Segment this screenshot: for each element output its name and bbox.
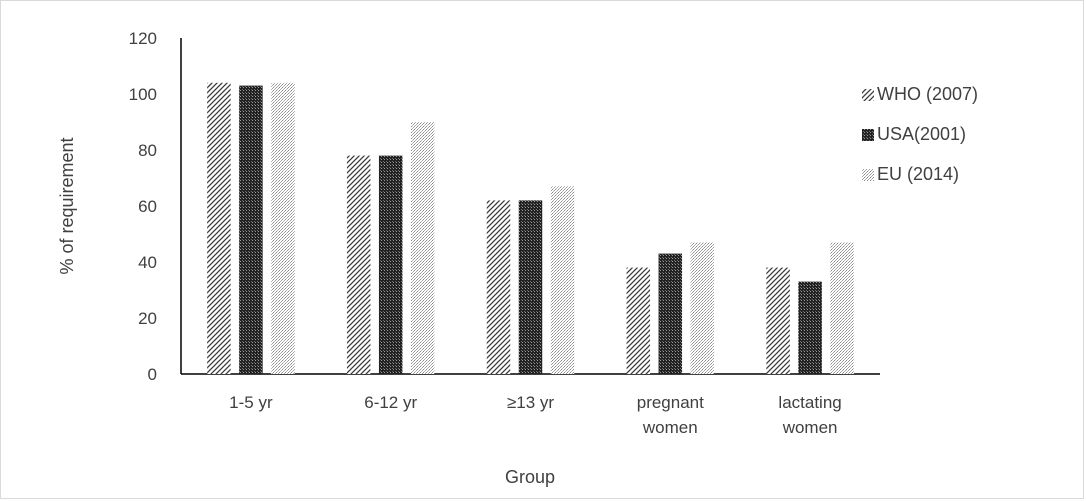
bar-usa-2001--2 <box>518 200 543 374</box>
bar-who-2007--1 <box>346 155 371 374</box>
bar-eu-2014--0 <box>271 82 295 375</box>
legend-swatch-2 <box>862 169 874 181</box>
y-tick-label: 0 <box>148 365 157 384</box>
bar-usa-2001--1 <box>378 155 403 374</box>
bar-who-2007--0 <box>207 82 231 375</box>
x-axis-title: Group <box>505 467 555 487</box>
bar-who-2007--3 <box>626 267 651 374</box>
bar-who-2007--4 <box>766 267 790 374</box>
bar-eu-2014--2 <box>550 186 575 374</box>
x-tick-label: pregnant <box>637 393 704 412</box>
legend-label-1: USA(2001) <box>877 124 966 144</box>
bar-usa-2001--4 <box>798 281 822 374</box>
y-tick-label: 20 <box>138 309 157 328</box>
y-axis-title: % of requirement <box>57 137 77 274</box>
x-tick-label: women <box>642 418 698 437</box>
legend-swatch-0 <box>862 89 874 101</box>
bar-eu-2014--4 <box>830 242 854 374</box>
bar-eu-2014--3 <box>690 242 715 374</box>
y-tick-label: 80 <box>138 141 157 160</box>
bar-eu-2014--1 <box>410 122 435 374</box>
x-tick-label: lactating <box>778 393 841 412</box>
legend-label-2: EU (2014) <box>877 164 959 184</box>
legend-label-0: WHO (2007) <box>877 84 978 104</box>
x-tick-label: 1-5 yr <box>229 393 273 412</box>
x-tick-label: ≥13 yr <box>507 393 554 412</box>
bar-usa-2001--0 <box>239 85 263 374</box>
legend-swatch-1 <box>862 129 874 141</box>
y-tick-label: 120 <box>129 29 157 48</box>
y-tick-label: 60 <box>138 197 157 216</box>
bar-who-2007--2 <box>486 200 511 374</box>
y-tick-label: 40 <box>138 253 157 272</box>
bar-usa-2001--3 <box>658 253 683 374</box>
y-tick-label: 100 <box>129 85 157 104</box>
x-tick-label: 6-12 yr <box>364 393 417 412</box>
x-tick-label: women <box>782 418 838 437</box>
